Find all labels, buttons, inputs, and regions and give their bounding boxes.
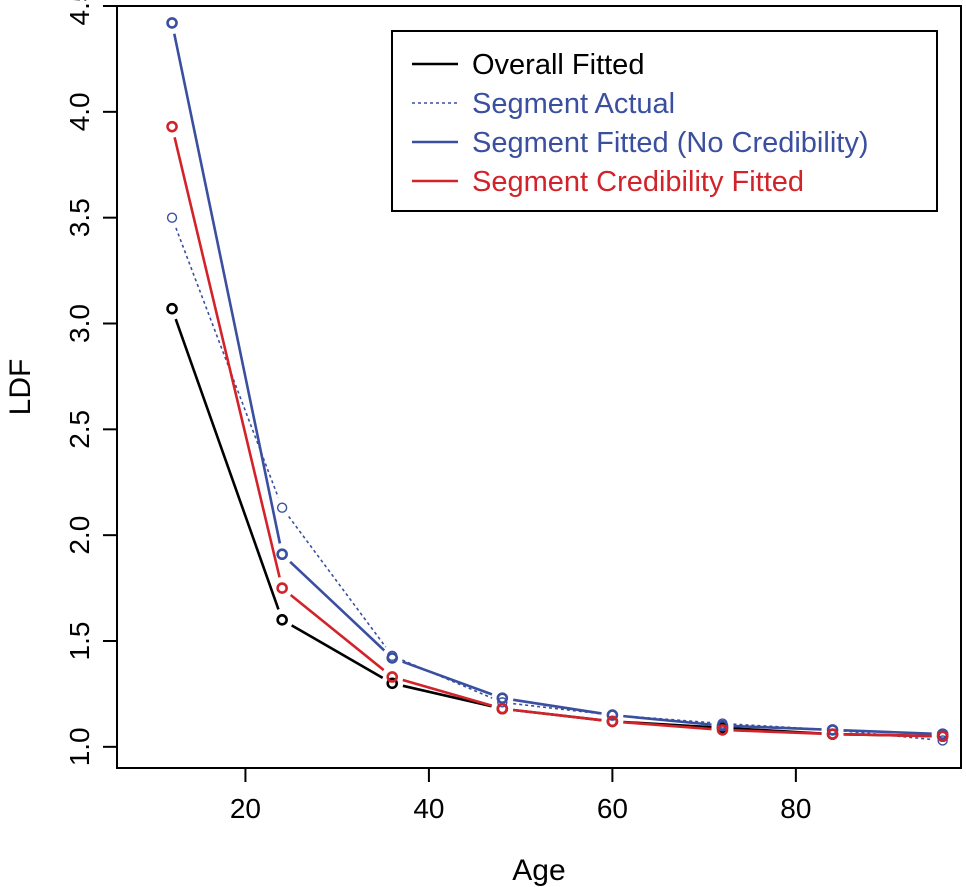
data-point (386, 677, 399, 690)
legend-label: Segment Fitted (No Credibility) (472, 127, 868, 159)
series-line-segment (402, 684, 492, 708)
y-axis-title: LDF (4, 359, 37, 416)
x-tick-label: 80 (780, 793, 811, 824)
data-point (606, 715, 619, 728)
data-point (716, 724, 729, 736)
series-line-segment (733, 729, 822, 736)
series-line-segment (174, 318, 280, 610)
y-tick-label: 1.5 (64, 622, 95, 661)
series-line-segment (173, 137, 281, 578)
x-tick-label: 20 (230, 793, 261, 824)
data-point (166, 17, 178, 29)
data-point (276, 582, 288, 594)
series-segment-actual (166, 212, 948, 746)
series-line-segment (843, 729, 932, 736)
series-line-segment (402, 678, 493, 707)
series-line-segment (623, 714, 712, 726)
series-line-segment (402, 660, 493, 696)
y-tick-label: 3.5 (64, 198, 95, 237)
x-tick-label: 40 (413, 793, 444, 824)
legend: Overall Fitted Segment Actual Segment Fitt… (391, 30, 938, 212)
legend-label: Segment Credibility Fitted (472, 166, 804, 198)
data-point (166, 120, 178, 133)
legend-box (391, 30, 938, 212)
data-point (936, 730, 949, 743)
data-point (496, 702, 509, 715)
series-line-segment (843, 733, 932, 738)
y-tick-label: 1.0 (64, 727, 95, 766)
y-tick-label: 2.5 (64, 410, 95, 449)
series-group (166, 17, 949, 746)
series-line-segment (512, 698, 602, 715)
series-line-segment (513, 708, 602, 722)
series-segment-credibility-fitted (166, 120, 949, 743)
data-point (497, 697, 508, 708)
data-point (716, 719, 729, 732)
series-overall-fitted (166, 302, 949, 743)
x-tick-label: 60 (597, 793, 628, 824)
data-point (276, 614, 288, 626)
y-tick-label: 3.0 (64, 304, 95, 343)
data-point (166, 302, 178, 315)
x-axis-title: Age (512, 854, 565, 887)
data-point (386, 652, 399, 664)
data-point (496, 692, 509, 704)
series-line-segment (291, 624, 384, 679)
series-line-segment (733, 724, 822, 731)
series-line-segment (173, 33, 282, 544)
data-point (166, 212, 178, 223)
series-segment-fitted-no-credibility (166, 17, 949, 740)
y-tick-label: 2.0 (64, 516, 95, 555)
data-point (826, 728, 839, 740)
legend-label: Segment Actual (472, 88, 675, 120)
series-line-segment (288, 516, 387, 648)
legend-label: Overall Fitted (472, 49, 644, 81)
plot-frame (116, 5, 962, 769)
data-point (606, 709, 619, 721)
y-tick-label: 4.5 (64, 0, 95, 25)
series-line-segment (289, 593, 385, 672)
series-line-segment (623, 720, 712, 731)
data-point (276, 502, 288, 513)
data-point (276, 548, 288, 561)
axes: 20 40 60 80 1.0 1.5 2.0 2.5 3.0 3.5 4.0 4.5 Age LDF (4, 0, 962, 887)
data-point (386, 671, 399, 683)
data-point (937, 735, 948, 746)
data-point (826, 724, 839, 736)
y-tick-label: 4.0 (64, 92, 95, 131)
series-line-segment (289, 560, 386, 652)
